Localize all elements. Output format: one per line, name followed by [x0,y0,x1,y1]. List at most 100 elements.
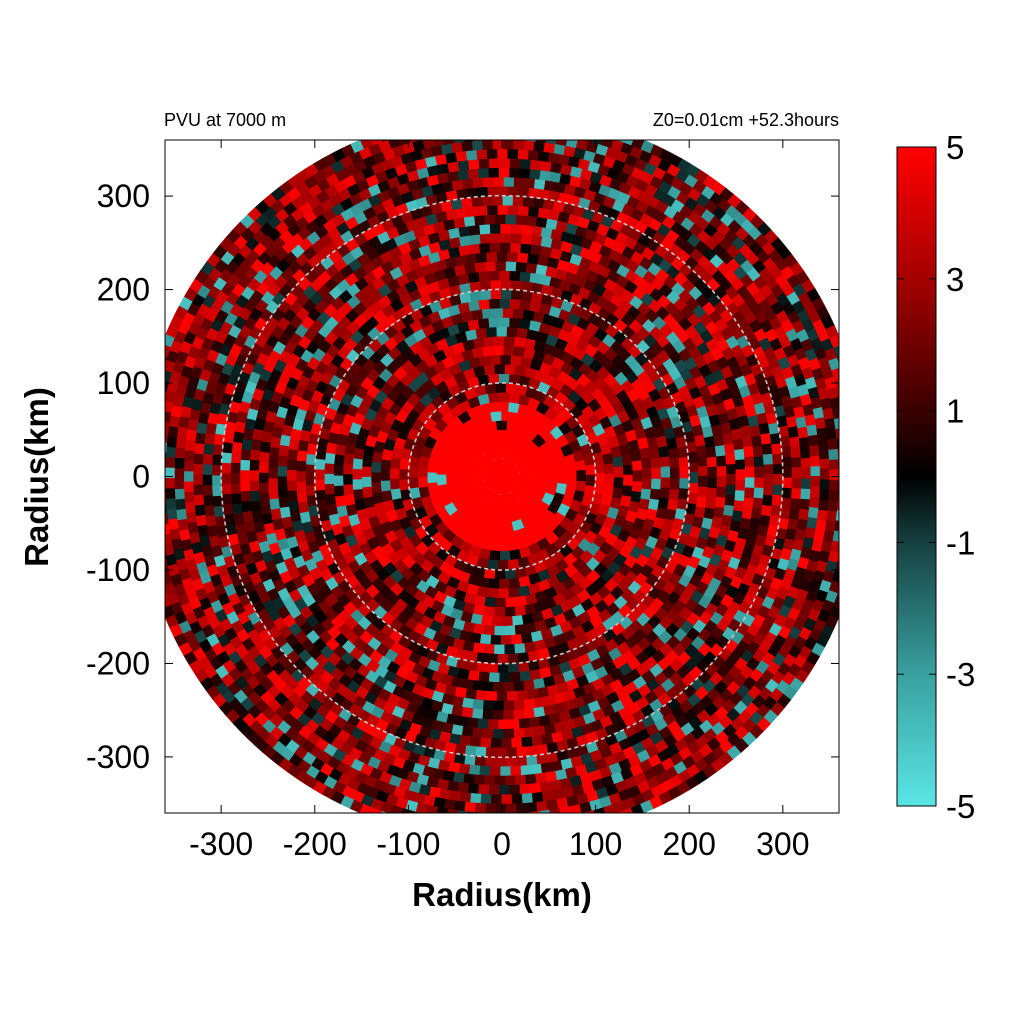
heatmap-cell [501,195,514,206]
heatmap-cell [678,456,690,469]
heatmap-cell [660,476,671,489]
heatmap-cell [147,493,157,504]
heatmap-cell [542,141,556,154]
heatmap-cell [167,425,179,439]
heatmap-cell [498,298,510,309]
heatmap-cell [165,477,175,490]
heatmap-cell [351,468,363,481]
heatmap-cell [139,425,150,436]
heatmap-cell [563,117,575,128]
heatmap-cell [141,527,152,539]
heatmap-cell [509,784,521,795]
heatmap-cell [530,234,543,246]
heatmap-cell [473,642,486,654]
heatmap-cell [460,830,471,840]
heatmap-cell [818,499,830,511]
heatmap-cell [513,176,525,188]
x-tick-label: -200 [283,826,347,862]
heatmap-cell [499,578,511,590]
heatmap-cell [498,317,510,328]
heatmap-cell [175,508,187,521]
heatmap-cell [213,433,225,446]
heatmap-cell [494,607,506,618]
heatmap-cell [165,498,177,510]
heatmap-cell [511,737,523,749]
heatmap-cell [809,444,820,457]
heatmap-cell [797,426,809,439]
heatmap-cell [576,469,587,482]
heatmap-cell [324,483,335,496]
heatmap-cell [184,501,196,514]
heatmap-cell [819,458,830,470]
heatmap-cell [753,455,765,468]
heatmap-cell [623,474,634,487]
heatmap-cell [500,279,512,290]
heatmap-cell [503,681,515,693]
colorbar-tick-label: 5 [946,129,964,166]
heatmap-cell [509,223,522,235]
heatmap-cell [504,606,517,618]
heatmap-cell [512,345,525,357]
heatmap-cell [798,508,810,521]
heatmap-cell [509,354,522,366]
heatmap-cell [477,298,490,310]
heatmap-cell [512,195,524,207]
colorbar-tick-label: 1 [946,393,964,430]
heatmap-cell [183,471,194,483]
heatmap-cell [602,126,615,138]
heatmap-cell [500,766,512,777]
heatmap-cell [706,456,718,468]
heatmap-cell [485,747,497,758]
heatmap-cell [488,354,501,366]
heatmap-cell [554,817,566,828]
heatmap-cell [659,486,671,499]
heatmap-cell [512,140,516,141]
heatmap-cell [799,446,811,459]
heatmap-cell [475,690,488,701]
heatmap-cell [510,279,523,291]
heatmap-cell [513,727,526,739]
heatmap-cell [791,456,802,469]
heatmap-cell [165,488,176,500]
heatmap-cell [754,476,765,488]
heatmap-cell [493,728,505,739]
heatmap-cell [819,478,830,491]
heatmap-cell [848,470,857,480]
heatmap-cell [165,503,168,515]
heatmap-cell [810,475,821,488]
heatmap-cell [621,484,634,497]
heatmap-cell [258,451,270,464]
colorbar-tick-label: -5 [946,788,975,825]
heatmap-cell [499,672,511,683]
heatmap-cell [352,458,363,470]
heatmap-cell [250,438,262,451]
heatmap-cell [440,827,452,838]
heatmap-cell [239,480,250,492]
heatmap-cell [498,270,510,281]
heatmap-cell [851,537,862,549]
heatmap-cell [498,157,510,168]
heatmap-cell [487,653,499,664]
heatmap-cell [518,271,531,283]
heatmap-cell [506,747,518,758]
heatmap-cell [519,783,532,795]
heatmap-cell [165,473,166,484]
heatmap-cell [165,391,167,398]
heatmap-cell [846,557,858,569]
heatmap-cell [553,827,565,838]
y-tick-label: -100 [86,552,150,588]
heatmap-cell [497,186,509,197]
heatmap-cell [489,232,501,244]
heatmap-cell [459,122,470,132]
heatmap-cell [453,771,466,784]
heatmap-cell [536,753,549,765]
heatmap-cell [525,262,538,274]
heatmap-cell [152,364,164,377]
heatmap-cell [706,487,718,499]
heatmap-cell [488,812,492,813]
heatmap-cell [469,736,482,748]
heatmap-cell [695,495,708,508]
heatmap-cell [520,764,533,776]
heatmap-cell [183,481,194,493]
heatmap-cell [370,482,382,495]
